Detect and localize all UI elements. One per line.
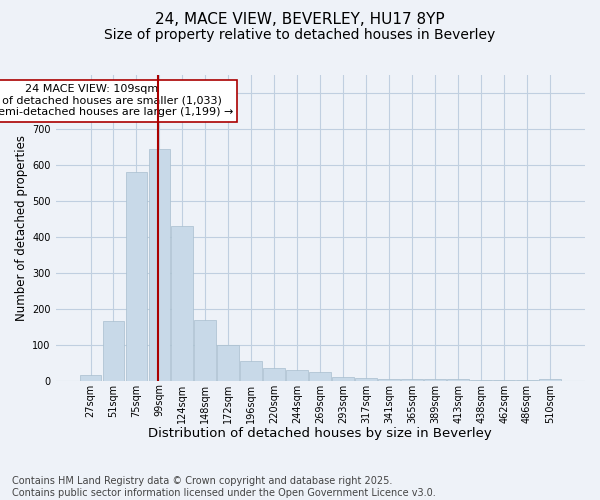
Bar	[310, 372, 331, 380]
Text: 24, MACE VIEW, BEVERLEY, HU17 8YP: 24, MACE VIEW, BEVERLEY, HU17 8YP	[155, 12, 445, 28]
Bar	[332, 377, 354, 380]
Bar	[149, 148, 170, 380]
Bar	[125, 172, 148, 380]
Bar	[103, 322, 124, 380]
Text: Size of property relative to detached houses in Beverley: Size of property relative to detached ho…	[104, 28, 496, 42]
Bar	[172, 226, 193, 380]
Bar	[241, 361, 262, 380]
Bar	[286, 370, 308, 380]
Bar	[447, 379, 469, 380]
Y-axis label: Number of detached properties: Number of detached properties	[15, 135, 28, 321]
Bar	[194, 320, 216, 380]
Bar	[217, 344, 239, 380]
X-axis label: Distribution of detached houses by size in Beverley: Distribution of detached houses by size …	[148, 427, 492, 440]
Text: 24 MACE VIEW: 109sqm
← 46% of detached houses are smaller (1,033)
53% of semi-de: 24 MACE VIEW: 109sqm ← 46% of detached h…	[0, 84, 233, 117]
Bar	[378, 378, 400, 380]
Bar	[424, 379, 446, 380]
Bar	[539, 379, 561, 380]
Bar	[355, 378, 377, 380]
Bar	[401, 378, 423, 380]
Bar	[263, 368, 285, 380]
Bar	[80, 376, 101, 380]
Text: Contains HM Land Registry data © Crown copyright and database right 2025.
Contai: Contains HM Land Registry data © Crown c…	[12, 476, 436, 498]
